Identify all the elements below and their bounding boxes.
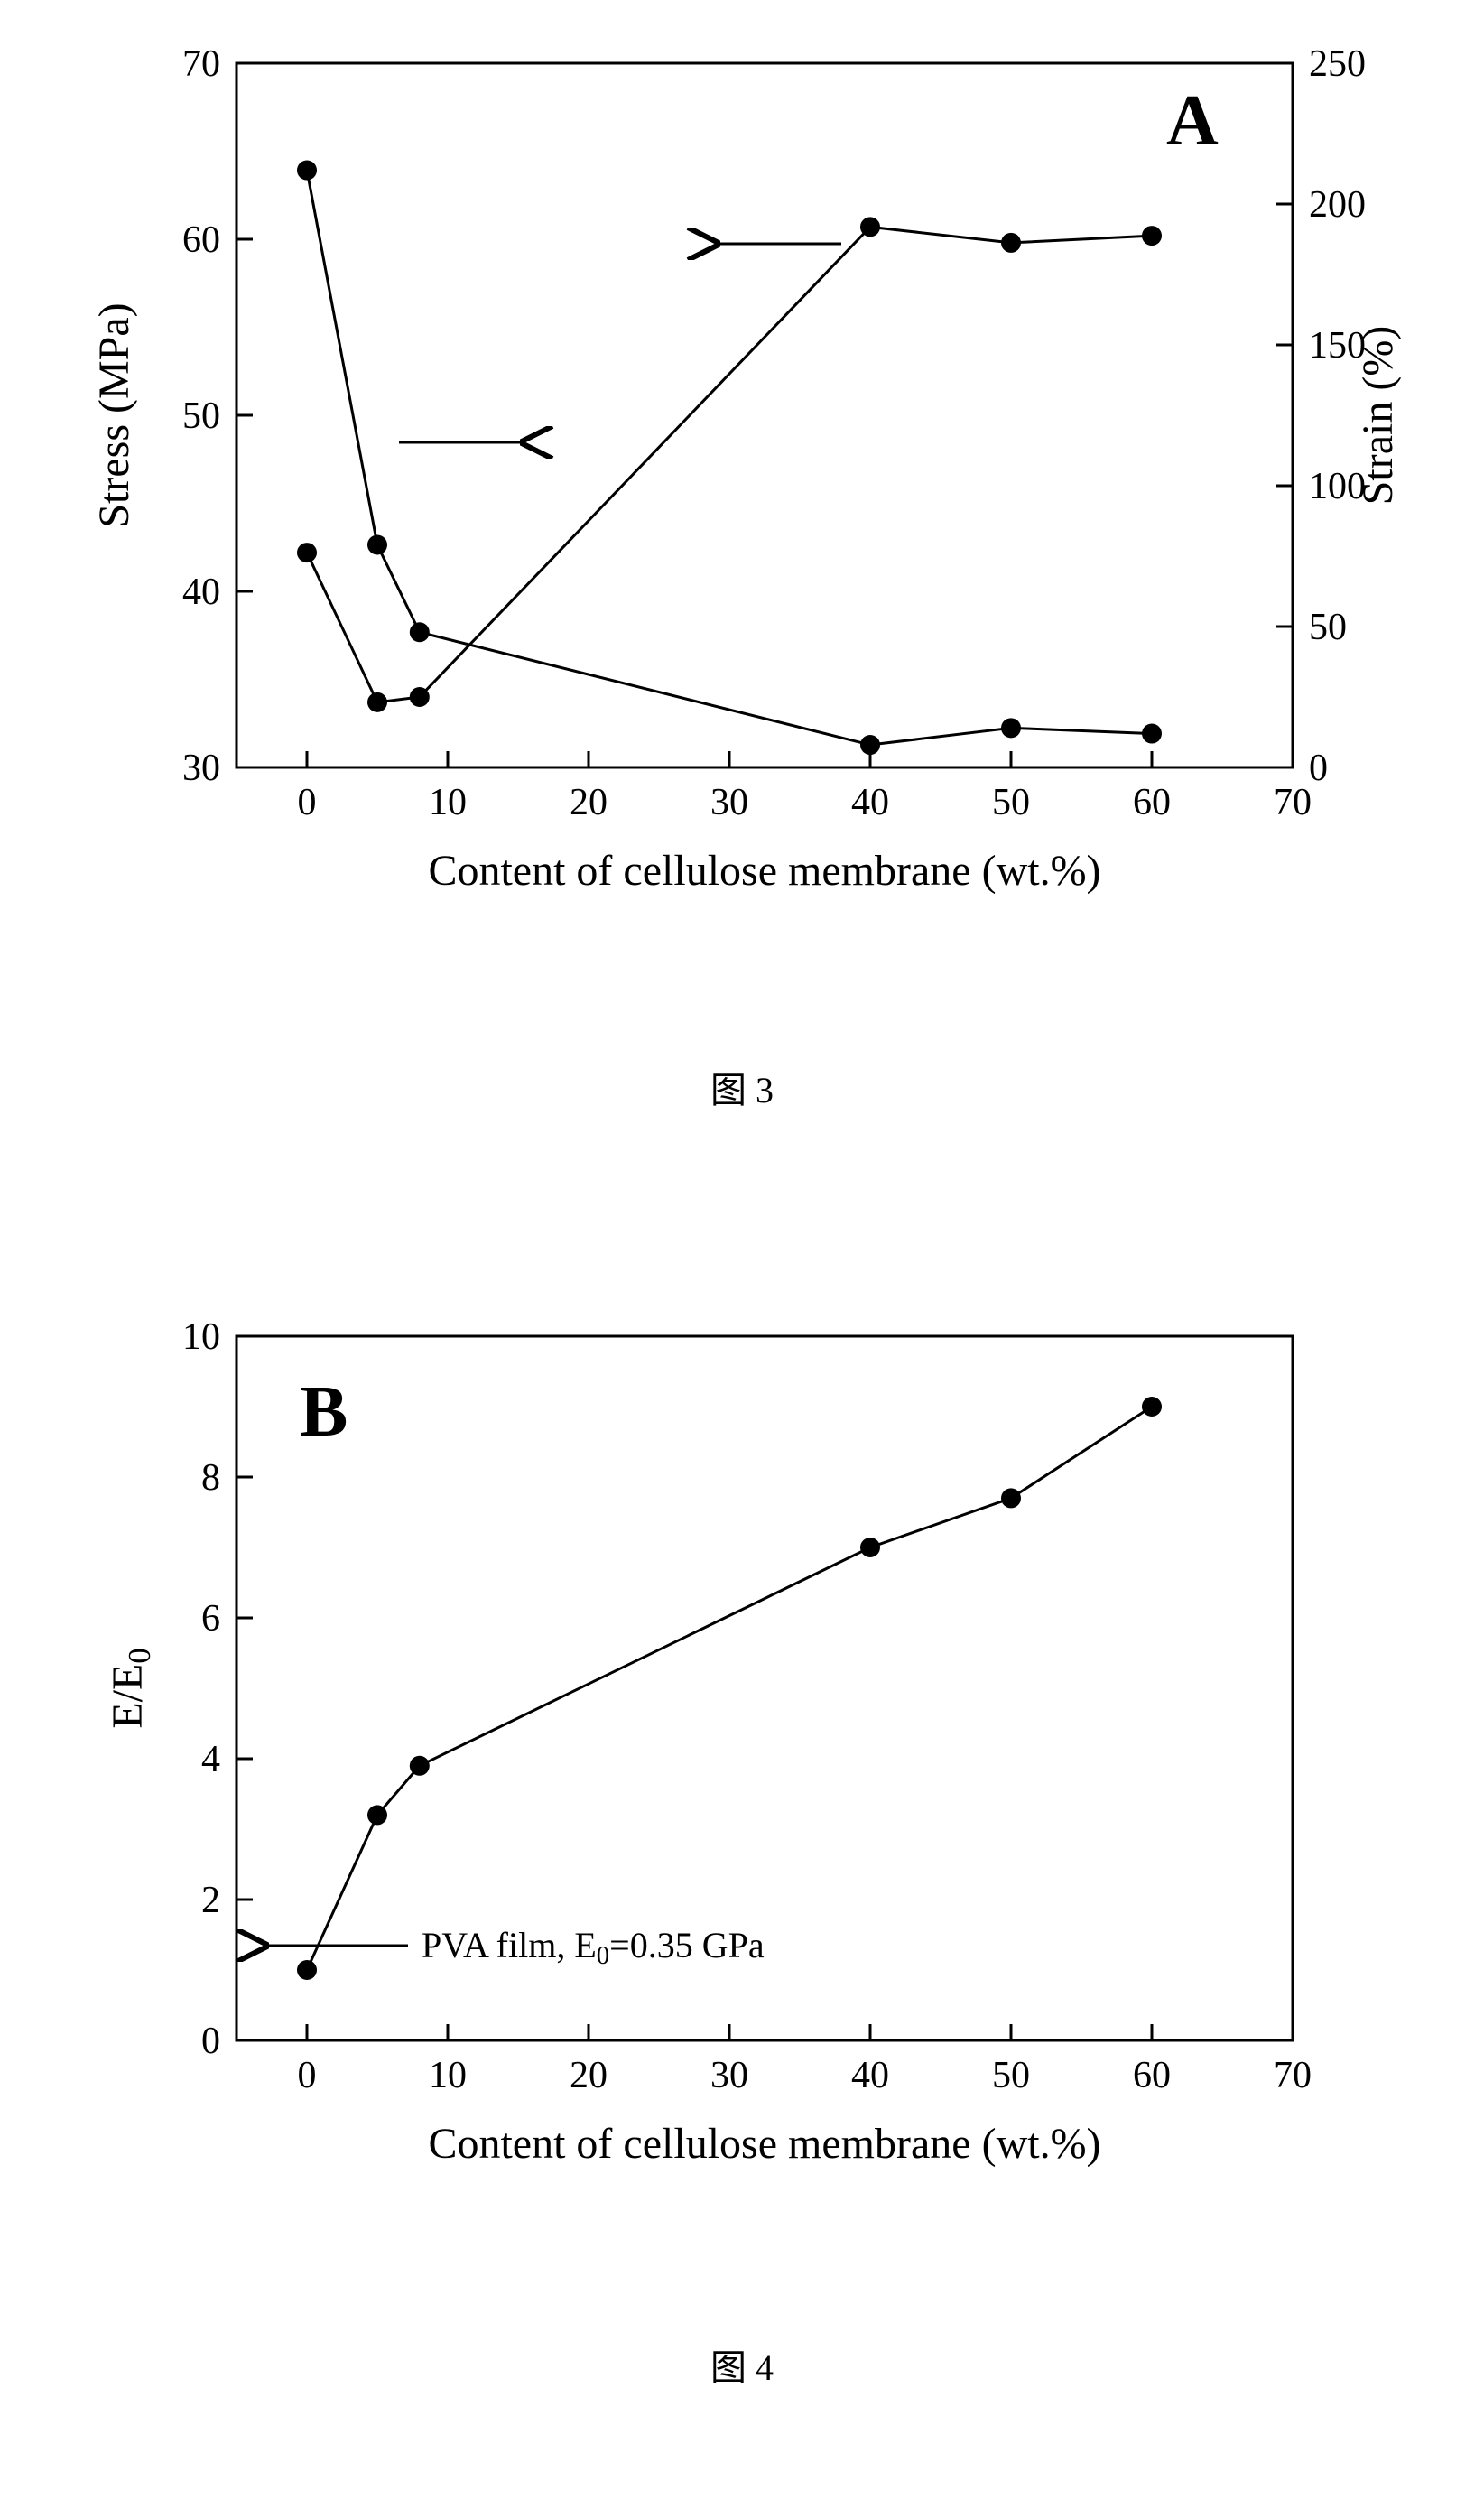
svg-text:40: 40 — [851, 782, 889, 823]
plot-area — [237, 63, 1293, 767]
svg-text:30: 30 — [710, 2055, 748, 2096]
svg-text:10: 10 — [182, 1316, 220, 1358]
svg-text:60: 60 — [1133, 782, 1171, 823]
svg-text:70: 70 — [1274, 782, 1312, 823]
svg-text:50: 50 — [1309, 607, 1347, 648]
svg-text:40: 40 — [851, 2055, 889, 2096]
y-left-axis-label: Stress (MPa) — [90, 302, 138, 527]
svg-text:20: 20 — [570, 782, 608, 823]
svg-text:60: 60 — [1133, 2055, 1171, 2096]
svg-text:6: 6 — [201, 1598, 220, 1640]
figure-3-caption: 图 3 — [0, 1061, 1484, 1113]
panel-label-b: B — [300, 1372, 348, 1452]
svg-text:70: 70 — [1274, 2055, 1312, 2096]
svg-text:0: 0 — [298, 782, 317, 823]
x-axis-label: Content of cellulose membrane (wt.%) — [428, 2120, 1100, 2168]
svg-text:30: 30 — [710, 782, 748, 823]
y-right-axis-label: Strain (%) — [1354, 326, 1402, 506]
svg-text:0: 0 — [201, 2021, 220, 2062]
svg-text:50: 50 — [182, 395, 220, 437]
x-axis-label: Content of cellulose membrane (wt.%) — [428, 847, 1100, 895]
svg-text:50: 50 — [992, 782, 1030, 823]
svg-text:4: 4 — [201, 1739, 220, 1780]
figure-4-caption: 图 4 — [0, 2338, 1484, 2391]
svg-text:10: 10 — [429, 782, 467, 823]
svg-text:2: 2 — [201, 1880, 220, 1921]
svg-text:10: 10 — [429, 2055, 467, 2096]
svg-text:0: 0 — [298, 2055, 317, 2096]
y-axis-label: E/E0 — [104, 1648, 157, 1728]
svg-text:0: 0 — [1309, 748, 1328, 789]
svg-text:200: 200 — [1309, 184, 1366, 226]
panel-label-a: A — [1166, 81, 1219, 161]
svg-text:70: 70 — [182, 43, 220, 85]
svg-text:20: 20 — [570, 2055, 608, 2096]
figure-4-chart: 0 10 20 30 40 50 60 70 0 2 4 6 8 10 PVA film, E0=0.3… — [65, 1300, 1419, 2248]
figure-3-chart: 010203040506070 3040506070 0501001502002… — [65, 27, 1419, 975]
svg-text:50: 50 — [992, 2055, 1030, 2096]
plot-area — [237, 1336, 1293, 2040]
svg-text:250: 250 — [1309, 43, 1366, 85]
svg-text:8: 8 — [201, 1457, 220, 1499]
svg-text:30: 30 — [182, 748, 220, 789]
svg-text:40: 40 — [182, 571, 220, 613]
annotation-text: PVA film, E0=0.35 GPa — [422, 1925, 765, 1970]
svg-text:60: 60 — [182, 219, 220, 261]
